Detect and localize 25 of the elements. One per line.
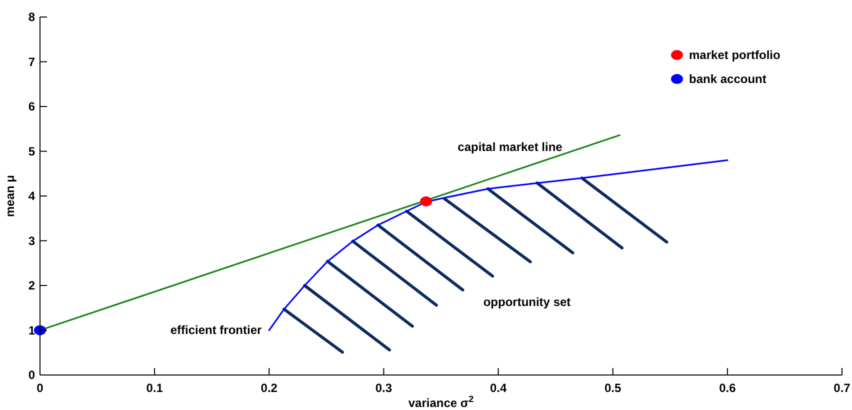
x-tick-label: 0.2 — [260, 381, 278, 395]
annotation: capital market line — [458, 140, 563, 154]
x-tick-label: 0 — [36, 381, 44, 395]
y-tick-label: 5 — [28, 144, 36, 158]
y-tick-label: 3 — [28, 234, 36, 248]
x-tick-label: 0.7 — [834, 381, 851, 395]
line-series — [268, 159, 728, 332]
legend-label: market portfolio — [689, 48, 780, 62]
annotation: opportunity set — [483, 295, 571, 309]
y-tick-label: 1 — [28, 323, 36, 338]
x-tick-label: 0.4 — [490, 381, 507, 395]
legend-label: bank account — [689, 72, 766, 86]
y-tick-label: 6 — [28, 100, 36, 114]
y-tick-label: 2 — [28, 278, 36, 292]
x-axis-title: variance σ$^{2}$ — [408, 394, 474, 410]
x-tick-label: 0.3 — [375, 381, 392, 395]
y-tick-label: 8 — [28, 10, 36, 24]
x-tick-label: 0.5 — [604, 381, 622, 395]
y-axis-title: mean μ — [3, 174, 17, 218]
y-tick-label: 0 — [28, 368, 36, 382]
y-tick-label: 4 — [28, 189, 36, 203]
x-tick-label: 0.6 — [719, 381, 736, 395]
y-tick-label: 7 — [28, 54, 36, 69]
x-tick-label: 0.1 — [146, 381, 164, 395]
annotation: efficient frontier — [170, 323, 262, 337]
